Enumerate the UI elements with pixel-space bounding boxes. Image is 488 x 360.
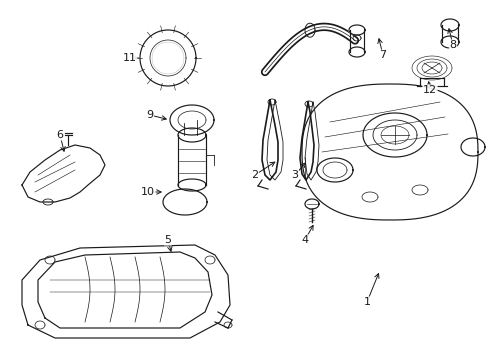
Text: 12: 12 (422, 85, 436, 95)
Polygon shape (440, 36, 458, 48)
Text: 3: 3 (291, 170, 298, 180)
Polygon shape (22, 145, 105, 202)
Polygon shape (178, 179, 205, 191)
Text: 4: 4 (301, 235, 308, 245)
Text: 10: 10 (141, 187, 155, 197)
Polygon shape (348, 25, 364, 35)
Text: 1: 1 (363, 297, 370, 307)
Polygon shape (178, 128, 205, 142)
Polygon shape (22, 245, 229, 338)
Text: 5: 5 (164, 235, 171, 245)
Text: 2: 2 (251, 170, 258, 180)
Text: 8: 8 (448, 40, 456, 50)
Polygon shape (152, 42, 183, 74)
Polygon shape (316, 158, 352, 182)
Polygon shape (362, 113, 426, 157)
Text: 7: 7 (379, 50, 386, 60)
Text: 11: 11 (123, 53, 137, 63)
Polygon shape (348, 47, 364, 57)
Text: 9: 9 (146, 110, 153, 120)
Polygon shape (305, 199, 318, 209)
Polygon shape (460, 138, 484, 156)
Text: 6: 6 (57, 130, 63, 140)
Polygon shape (440, 19, 458, 31)
